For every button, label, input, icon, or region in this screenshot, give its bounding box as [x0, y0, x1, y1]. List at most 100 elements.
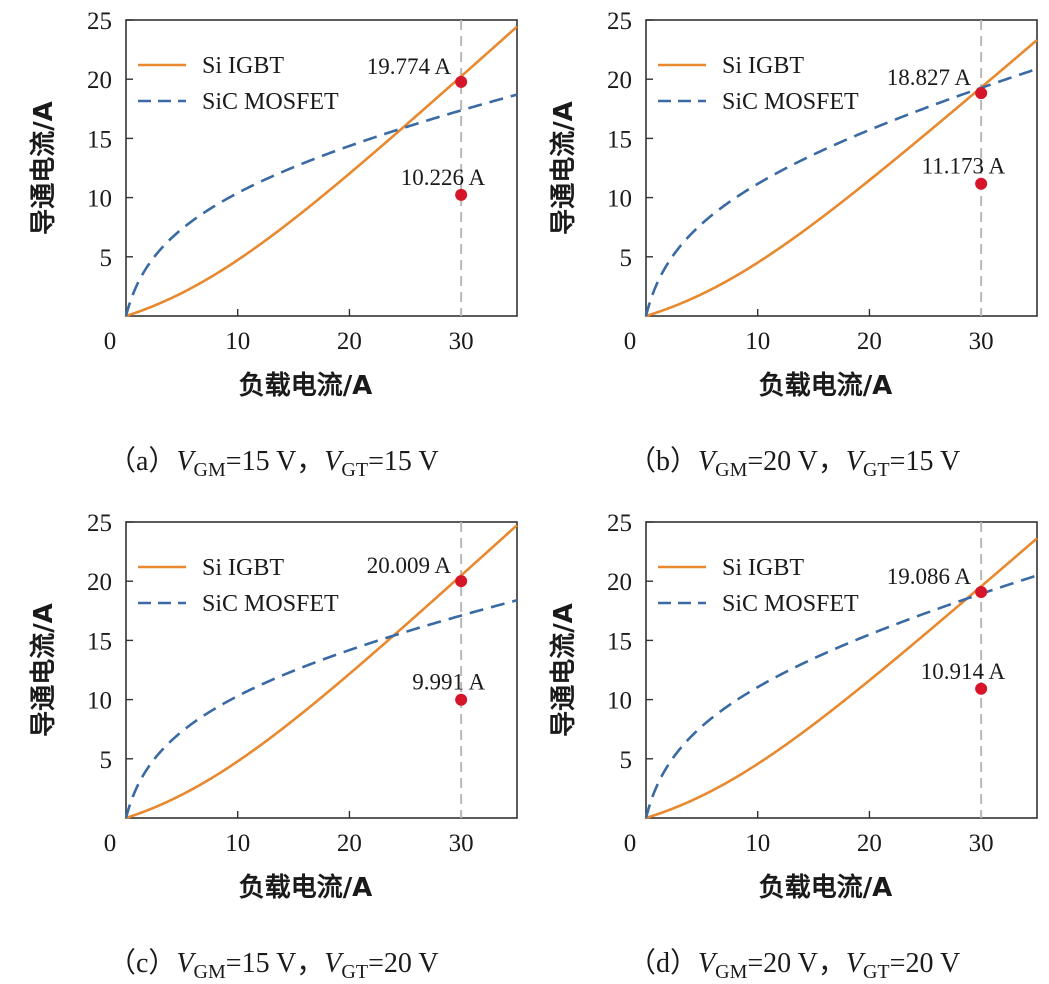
p3-caption-s2: GT — [863, 961, 890, 983]
p3-sic-mosfet-line — [644, 574, 1038, 819]
p0-sic-mosfet-line — [124, 93, 518, 317]
p0-ytick-label: 5 — [100, 245, 113, 272]
p0-value-label-sic-mosfet: 10.226 A — [401, 165, 486, 190]
p2-xtick-label: 30 — [449, 830, 474, 857]
p0-ytick-label: 15 — [87, 126, 112, 153]
p0-legend-label-sic-mosfet: SiC MOSFET — [202, 89, 339, 115]
p1-caption-v1: V — [698, 446, 718, 477]
p1-y-axis-label: 导通电流/A — [549, 101, 579, 235]
p0-caption-prefix: （a） — [108, 445, 176, 477]
p1-marker-point-sic-mosfet — [975, 177, 988, 190]
p3-value-label-sic-mosfet: 10.914 A — [921, 659, 1006, 684]
p2-caption-v2: V — [324, 948, 344, 979]
p0-caption: （a）VGM=15 V，VGT=15 V — [108, 445, 439, 481]
p0-xtick-label: 0 — [104, 328, 117, 355]
p3-caption-v1: V — [698, 948, 718, 979]
p1-xtick-label: 30 — [969, 328, 994, 355]
p3-xtick-label: 20 — [857, 830, 882, 857]
p3-ytick-label: 25 — [607, 510, 632, 537]
p3-x-axis-label: 负载电流/A — [759, 873, 893, 903]
p1-value-label-sic-mosfet: 11.173 A — [922, 154, 1006, 179]
p3-marker-point-sic-mosfet — [975, 682, 988, 695]
p1-xtick-label: 10 — [745, 328, 770, 355]
p0-y-axis-label: 导通电流/A — [29, 101, 59, 235]
p2-caption-prefix: （c） — [108, 947, 176, 979]
p0-caption-s1: GM — [194, 459, 226, 481]
p3-plot-frame — [645, 521, 1038, 819]
p3-caption: （d）VGM=20 V，VGT=20 V — [628, 947, 960, 983]
p2-xtick-label: 0 — [104, 830, 117, 857]
p2-ytick-label: 5 — [100, 747, 113, 774]
p3-caption-t1: =20 V， — [747, 948, 846, 979]
p2-ytick-label: 10 — [87, 688, 112, 715]
p3-xtick-label: 10 — [745, 830, 770, 857]
p1-caption-t2: =15 V — [890, 446, 961, 477]
p1-caption-s1: GM — [715, 459, 747, 481]
p1-caption-s2: GT — [863, 459, 890, 481]
p2-value-label-si-igbt: 20.009 A — [367, 553, 452, 578]
p1-sic-mosfet-line — [644, 67, 1038, 317]
p0-legend-label-si-igbt: Si IGBT — [202, 53, 284, 79]
p3-si-igbt-line — [645, 537, 1038, 820]
p0-xtick-label: 30 — [449, 328, 474, 355]
p1-xtick-label: 0 — [624, 328, 637, 355]
p3-legend-label-si-igbt: Si IGBT — [722, 555, 804, 581]
p2-sic-mosfet-line — [124, 599, 518, 819]
p1-legend-label-si-igbt: Si IGBT — [722, 53, 804, 79]
p2-caption-t1: =15 V， — [226, 948, 325, 979]
p0-caption-s2: GT — [341, 459, 368, 481]
p1-x-axis-label: 负载电流/A — [759, 371, 893, 401]
p3-caption-s1: GM — [715, 961, 747, 983]
p0-ytick-label: 25 — [87, 8, 112, 35]
p1-legend-label-sic-mosfet: SiC MOSFET — [722, 89, 859, 115]
p0-ytick-label: 10 — [87, 186, 112, 213]
p1-value-label-si-igbt: 18.827 A — [887, 65, 972, 90]
p2-y-axis-label: 导通电流/A — [29, 603, 59, 737]
p1-plot-frame — [645, 19, 1038, 317]
p2-x-axis-label: 负载电流/A — [239, 873, 373, 903]
p3-xtick-label: 0 — [624, 830, 637, 857]
p1-caption-prefix: （b） — [628, 445, 698, 477]
p0-marker-point-si-igbt — [455, 75, 468, 88]
p2-legend-label-si-igbt: Si IGBT — [202, 555, 284, 581]
p2-si-igbt-line — [125, 524, 518, 820]
panel-d: 5 10 15 20 25 0 10 20 30 负载电流/A 导通电流/A Si IGBT SiC M… — [549, 510, 1038, 983]
p3-ytick-label: 20 — [607, 569, 632, 596]
p0-xtick-label: 20 — [337, 328, 362, 355]
p0-caption-v1: V — [176, 446, 196, 477]
p0-caption-t1: =15 V， — [226, 446, 325, 477]
p2-ytick-label: 15 — [87, 628, 112, 655]
p1-ytick-label: 20 — [607, 67, 632, 94]
p2-ytick-label: 20 — [87, 569, 112, 596]
p3-ytick-label: 5 — [620, 747, 633, 774]
p1-ytick-label: 10 — [607, 186, 632, 213]
p1-caption-t1: =20 V， — [747, 446, 846, 477]
p0-marker-point-sic-mosfet — [455, 188, 468, 201]
p3-caption-prefix: （d） — [628, 947, 698, 979]
p1-ytick-label: 15 — [607, 126, 632, 153]
p2-xtick-label: 10 — [225, 830, 250, 857]
p1-xtick-label: 20 — [857, 328, 882, 355]
p2-caption-s1: GM — [194, 961, 226, 983]
p0-si-igbt-line — [125, 25, 518, 318]
p2-caption-v1: V — [176, 948, 196, 979]
p3-value-label-si-igbt: 19.086 A — [887, 564, 972, 589]
p0-value-label-si-igbt: 19.774 A — [367, 54, 452, 79]
p3-caption-v2: V — [846, 948, 866, 979]
p2-caption-t2: =20 V — [368, 948, 439, 979]
p3-y-axis-label: 导通电流/A — [549, 603, 579, 737]
p0-x-axis-label: 负载电流/A — [239, 371, 373, 401]
p1-ytick-label: 25 — [607, 8, 632, 35]
p0-xtick-label: 10 — [225, 328, 250, 355]
p1-si-igbt-line — [645, 39, 1038, 318]
p3-ytick-label: 15 — [607, 628, 632, 655]
p3-ytick-label: 10 — [607, 688, 632, 715]
p1-caption-v2: V — [846, 446, 866, 477]
p2-caption-s2: GT — [341, 961, 368, 983]
p0-ytick-label: 20 — [87, 67, 112, 94]
p0-plot-frame — [125, 19, 518, 317]
p3-marker-point-si-igbt — [975, 586, 988, 599]
p2-marker-point-sic-mosfet — [455, 693, 468, 706]
p2-marker-point-si-igbt — [455, 575, 468, 588]
p0-caption-v2: V — [324, 446, 344, 477]
